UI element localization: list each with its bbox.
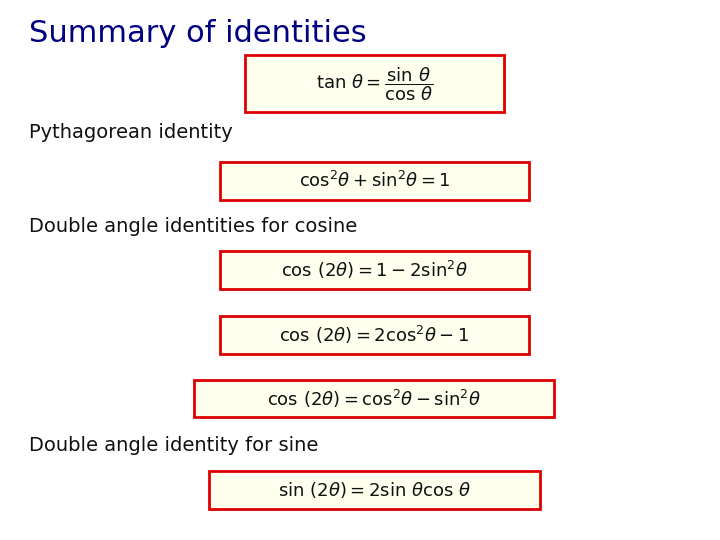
Text: $\sin\,(2\theta) = 2\sin\,\theta\cos\,\theta$: $\sin\,(2\theta) = 2\sin\,\theta\cos\,\t… (278, 480, 471, 500)
FancyBboxPatch shape (245, 56, 504, 112)
FancyBboxPatch shape (194, 380, 554, 417)
Text: Pythagorean identity: Pythagorean identity (29, 123, 233, 142)
FancyBboxPatch shape (209, 471, 540, 509)
Text: Double angle identities for cosine: Double angle identities for cosine (29, 217, 357, 237)
FancyBboxPatch shape (220, 251, 529, 289)
Text: $\cos\,(2\theta) = \cos^2\!\theta - \sin^2\!\theta$: $\cos\,(2\theta) = \cos^2\!\theta - \sin… (267, 388, 482, 409)
Text: $\cos\,(2\theta) = 1 - 2\sin^2\!\theta$: $\cos\,(2\theta) = 1 - 2\sin^2\!\theta$ (281, 259, 468, 281)
FancyBboxPatch shape (220, 162, 529, 200)
Text: $\tan\,\theta = \dfrac{\sin\,\theta}{\cos\,\theta}$: $\tan\,\theta = \dfrac{\sin\,\theta}{\co… (315, 65, 433, 103)
FancyBboxPatch shape (220, 316, 529, 354)
Text: $\cos^2\!\theta + \sin^2\!\theta = 1$: $\cos^2\!\theta + \sin^2\!\theta = 1$ (299, 171, 450, 191)
Text: Summary of identities: Summary of identities (29, 19, 366, 48)
Text: $\cos\,(2\theta) = 2\cos^2\!\theta - 1$: $\cos\,(2\theta) = 2\cos^2\!\theta - 1$ (279, 324, 469, 346)
Text: Double angle identity for sine: Double angle identity for sine (29, 436, 318, 455)
